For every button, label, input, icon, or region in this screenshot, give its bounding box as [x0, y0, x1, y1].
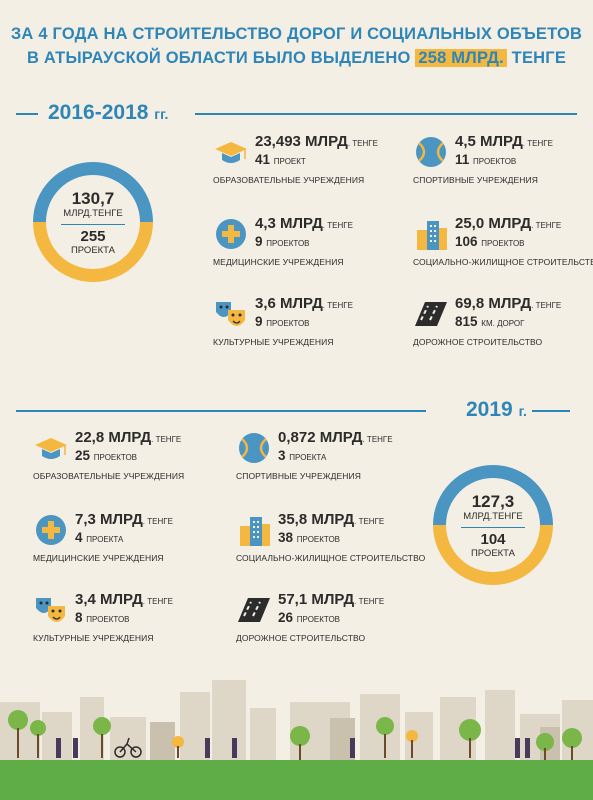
ring-project-count: 104 — [480, 531, 506, 548]
total-amount-highlight: 258 МЛРД. — [415, 49, 507, 67]
total-ring-2016-2018: 130,7 МЛРД.ТЕНГЕ 255 ПРОЕКТА — [33, 162, 153, 282]
divider — [532, 410, 570, 412]
headline-line-1: ЗА 4 ГОДА НА СТРОИТЕЛЬСТВО ДОРОГ И СОЦИА… — [10, 25, 583, 43]
grass-ground — [0, 760, 593, 800]
item-sport-2019: 0,872 МЛРД. ТЕНГЕ 3 ПРОЕКТА СПОРТИВНЫЕ У… — [236, 429, 393, 482]
buildings-icon — [240, 517, 270, 546]
medical-cross-icon — [36, 515, 66, 545]
ring-project-count: 255 — [80, 228, 106, 245]
ring-project-label: ПРОЕКТА — [470, 548, 516, 559]
period-title-2019: 2019 г. — [466, 398, 527, 421]
ring-total-unit: МЛРД.ТЕНГЕ — [463, 511, 523, 522]
graduation-cap-icon — [215, 142, 247, 163]
item-culture-2019: 3,4 МЛРД. ТЕНГЕ 8 ПРОЕКТОВ КУЛЬТУРНЫЕ УЧ… — [33, 591, 173, 644]
ring-total-value: 130,7 — [71, 189, 115, 208]
total-ring-2019: 127,3 МЛРД.ТЕНГЕ 104 ПРОЕКТА — [433, 465, 553, 585]
road-icon — [415, 302, 447, 326]
period-title-2016-2018: 2016-2018 гг. — [48, 101, 169, 124]
headline-line-2: В АТЫРАУСКОЙ ОБЛАСТИ БЫЛО ВЫДЕЛЕНО 258 М… — [26, 49, 567, 67]
headline: ЗА 4 ГОДА НА СТРОИТЕЛЬСТВО ДОРОГ И СОЦИА… — [0, 22, 593, 70]
theater-masks-icon — [36, 598, 65, 622]
item-roads-2019: 57,1 МЛРД. ТЕНГЕ 26 ПРОЕКТОВ ДОРОЖНОЕ СТ… — [236, 591, 385, 644]
item-sport-2016-2018: 4,5 МЛРД. ТЕНГЕ 11 ПРОЕКТОВ СПОРТИВНЫЕ У… — [413, 133, 553, 186]
tennis-ball-icon — [416, 137, 446, 167]
graduation-cap-icon — [35, 438, 67, 459]
cityscape-illustration — [0, 680, 593, 762]
ring-total-unit: МЛРД.ТЕНГЕ — [63, 208, 123, 219]
ring-project-label: ПРОЕКТА — [70, 245, 116, 256]
item-medical-2019: 7,3 МЛРД. ТЕНГЕ 4 ПРОЕКТА МЕДИЦИНСКИЕ УЧ… — [33, 511, 173, 564]
item-education-2019: 22,8 МЛРД. ТЕНГЕ 25 ПРОЕКТОВ ОБРАЗОВАТЕЛ… — [33, 429, 185, 482]
ring-total-value: 127,3 — [471, 492, 515, 511]
tennis-ball-icon — [239, 433, 269, 463]
divider — [16, 410, 426, 412]
road-icon — [238, 598, 270, 622]
theater-masks-icon — [216, 302, 245, 326]
item-education-2016-2018: 23,493 МЛРД. ТЕНГЕ 41 ПРОЕКТ ОБРАЗОВАТЕЛ… — [213, 133, 378, 186]
item-housing-2016-2018: 25,0 МЛРД. ТЕНГЕ 106 ПРОЕКТОВ СОЦИАЛЬНО-… — [413, 215, 593, 268]
item-roads-2016-2018: 69,8 МЛРД. ТЕНГЕ 815 КМ. ДОРОГ ДОРОЖНОЕ … — [413, 295, 562, 348]
item-culture-2016-2018: 3,6 МЛРД. ТЕНГЕ 9 ПРОЕКТОВ КУЛЬТУРНЫЕ УЧ… — [213, 295, 353, 348]
divider — [16, 113, 38, 115]
medical-cross-icon — [216, 219, 246, 249]
item-housing-2019: 35,8 МЛРД. ТЕНГЕ 38 ПРОЕКТОВ СОЦИАЛЬНО-Ж… — [236, 511, 426, 564]
item-medical-2016-2018: 4,3 МЛРД. ТЕНГЕ 9 ПРОЕКТОВ МЕДИЦИНСКИЕ У… — [213, 215, 353, 268]
divider — [195, 113, 577, 115]
buildings-icon — [417, 221, 447, 250]
